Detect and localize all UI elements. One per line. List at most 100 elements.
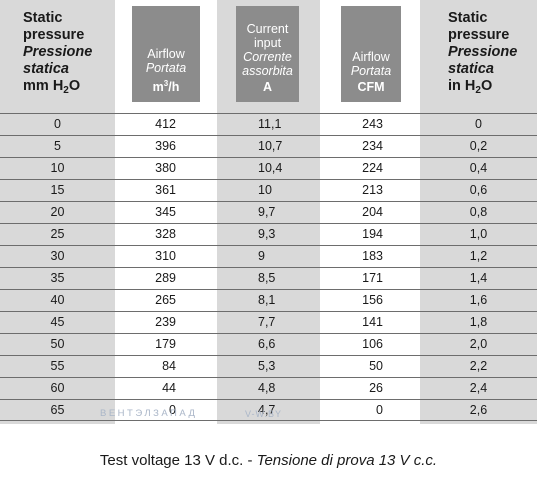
table-row: 40 265 8,1 156 1,6 (0, 289, 537, 311)
header-airflow-cfm: Airflow Portata CFM (341, 6, 401, 102)
table-row: 15 361 10 213 0,6 (0, 179, 537, 201)
cell-airflow-m3h: 412 (155, 117, 176, 131)
cell-airflow-cfm: 171 (362, 271, 383, 285)
cell-airflow-m3h: 310 (155, 249, 176, 263)
cell-airflow-cfm: 213 (362, 183, 383, 197)
watermark-text: ВЕНТЭЛЗАПАД (100, 408, 198, 419)
cell-airflow-cfm: 0 (376, 403, 383, 417)
cell-static-pressure-mm: 55 (50, 359, 65, 373)
table-row: 35 289 8,5 171 1,4 (0, 267, 537, 289)
table-body: 0 412 11,1 243 0 5 396 10,7 234 0,2 10 380 10,4 224 0,… (0, 113, 537, 421)
cell-airflow-m3h: 396 (155, 139, 176, 153)
table-row: 5 396 10,7 234 0,2 (0, 135, 537, 157)
cell-airflow-cfm: 50 (369, 359, 383, 373)
table-row: 0 412 11,1 243 0 (0, 113, 537, 135)
cell-static-pressure-mm: 65 (50, 403, 65, 417)
header-line: Corrente (243, 50, 292, 64)
cell-static-pressure-in: 2,6 (469, 403, 488, 417)
cell-current: 8,1 (258, 293, 276, 307)
cell-static-pressure-mm: 0 (54, 117, 61, 131)
cell-airflow-m3h: 265 (155, 293, 176, 307)
cell-static-pressure-mm: 60 (50, 381, 65, 395)
cell-airflow-m3h: 345 (155, 205, 176, 219)
cell-static-pressure-mm: 5 (54, 139, 61, 153)
cell-static-pressure-mm: 30 (50, 249, 65, 263)
cell-airflow-m3h: 179 (155, 337, 176, 351)
cell-static-pressure-mm: 35 (50, 271, 65, 285)
table-row: 60 44 4,8 26 2,4 (0, 377, 537, 399)
cell-static-pressure-mm: 25 (50, 227, 65, 241)
cell-static-pressure-mm: 40 (50, 293, 65, 307)
header-airflow-m3h: Airflow Portata m3/h (132, 6, 200, 102)
table-row: 20 345 9,7 204 0,8 (0, 201, 537, 223)
performance-table: Static pressure Pressione statica mm H2O… (0, 0, 537, 424)
column-bg-static-pressure-in (420, 0, 537, 424)
cell-static-pressure-in: 2,2 (469, 359, 488, 373)
cell-current: 8,5 (258, 271, 276, 285)
cell-airflow-cfm: 204 (362, 205, 383, 219)
cell-static-pressure-in: 1,8 (469, 315, 488, 329)
cell-static-pressure-in: 1,4 (469, 271, 488, 285)
cell-static-pressure-in: 0,2 (469, 139, 488, 153)
caption-italian: Tensione di prova 13 V c.c. (256, 452, 438, 469)
cell-airflow-m3h: 0 (169, 403, 176, 417)
cell-current: 11,1 (258, 117, 282, 131)
header-unit: A (262, 80, 273, 94)
column-bg-static-pressure-mm (0, 0, 115, 424)
header-line: statica (23, 61, 69, 77)
table-row: 65 0 4,7 0 2,6 (0, 399, 537, 421)
header-line: input (253, 36, 282, 50)
header-line: pressure (23, 27, 85, 43)
cell-airflow-cfm: 26 (369, 381, 383, 395)
cell-static-pressure-in: 1,0 (469, 227, 488, 241)
cell-static-pressure-mm: 10 (50, 161, 65, 175)
cell-current: 4,7 (258, 403, 276, 417)
cell-static-pressure-in: 0 (475, 117, 482, 131)
table-row: 30 310 9 183 1,2 (0, 245, 537, 267)
header-line: statica (448, 61, 494, 77)
header-unit: in H2O (448, 78, 493, 96)
cell-airflow-cfm: 141 (362, 315, 383, 329)
cell-airflow-cfm: 194 (362, 227, 383, 241)
cell-airflow-m3h: 239 (155, 315, 176, 329)
cell-static-pressure-in: 0,8 (469, 205, 488, 219)
cell-current: 6,6 (258, 337, 276, 351)
header-line: Airflow (147, 47, 185, 61)
cell-airflow-cfm: 234 (362, 139, 383, 153)
table-row: 55 84 5,3 50 2,2 (0, 355, 537, 377)
table-row: 10 380 10,4 224 0,4 (0, 157, 537, 179)
header-line: Pressione (448, 44, 518, 60)
cell-static-pressure-in: 1,2 (469, 249, 488, 263)
cell-current: 10 (258, 183, 272, 197)
cell-static-pressure-in: 2,4 (469, 381, 488, 395)
header-line: Pressione (23, 44, 93, 60)
cell-airflow-cfm: 156 (362, 293, 383, 307)
watermark-domain: V-W.BY (245, 409, 283, 419)
test-voltage-caption: Test voltage 13 V d.c. - Tensione di pro… (0, 452, 537, 469)
cell-current: 10,4 (258, 161, 283, 175)
cell-airflow-m3h: 289 (155, 271, 176, 285)
cell-airflow-cfm: 106 (362, 337, 383, 351)
cell-airflow-m3h: 380 (155, 161, 176, 175)
caption-english: Test voltage 13 V d.c. - (99, 452, 257, 469)
cell-current: 7,7 (258, 315, 276, 329)
cell-static-pressure-in: 0,4 (469, 161, 488, 175)
header-unit: CFM (357, 80, 385, 94)
cell-airflow-m3h: 84 (162, 359, 176, 373)
cell-current: 4,8 (258, 381, 276, 395)
cell-current: 9,3 (258, 227, 276, 241)
header-unit: m3/h (152, 79, 180, 94)
cell-current: 9 (258, 249, 265, 263)
table-row: 50 179 6,6 106 2,0 (0, 333, 537, 355)
header-line: assorbita (242, 64, 293, 78)
header-line: Portata (145, 61, 187, 75)
header-current: Current input Corrente assorbita A (236, 6, 299, 102)
cell-airflow-cfm: 224 (362, 161, 383, 175)
header-static-pressure-in: Static pressure Pressione statica in H2O (448, 10, 517, 99)
cell-airflow-m3h: 328 (155, 227, 176, 241)
cell-static-pressure-mm: 45 (50, 315, 65, 329)
header-static-pressure-mm: Static pressure Pressione statica mm H2O (23, 10, 92, 99)
cell-airflow-m3h: 361 (155, 183, 176, 197)
cell-static-pressure-mm: 15 (50, 183, 65, 197)
cell-airflow-cfm: 183 (362, 249, 383, 263)
